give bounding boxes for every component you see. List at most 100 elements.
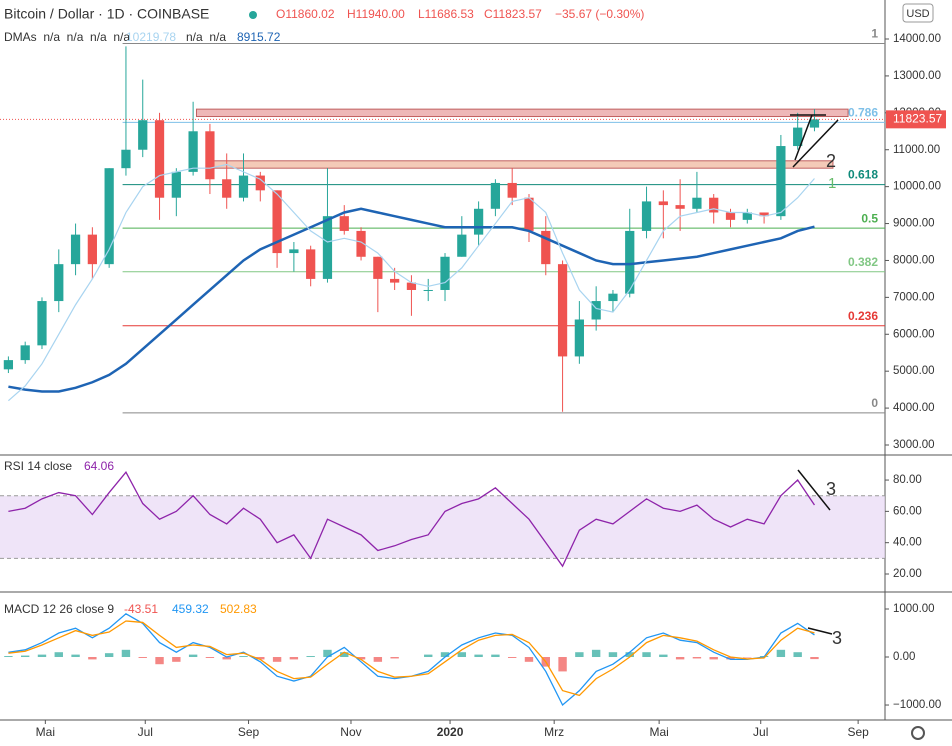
y-tick-label: −1000.00 (893, 699, 941, 711)
currency[interactable]: USD (906, 8, 929, 20)
trend-line (794, 114, 813, 161)
candle-body (675, 205, 685, 209)
macd-hist-value: -43.51 (124, 602, 158, 616)
candle-body (289, 249, 299, 254)
candle-body (692, 197, 702, 209)
candle-body (222, 179, 232, 198)
x-tick-label: Jul (753, 725, 768, 739)
histogram-bar (474, 654, 483, 658)
indicator-label: DMAs n/a n/a n/a n/a (4, 30, 130, 44)
y-tick-label: 7000.00 (893, 291, 935, 303)
annotation: 3 (832, 628, 842, 648)
y-tick-label: 40.00 (893, 537, 922, 549)
histogram-bar (20, 655, 30, 658)
histogram-bar (155, 657, 164, 665)
y-axis: −1000.00 0.00 1000.00 (885, 603, 941, 711)
trend-line (797, 469, 831, 511)
histogram-bar (659, 654, 668, 658)
fib-label: 0.5 (861, 211, 878, 225)
y-tick-label: 80.00 (893, 474, 922, 486)
histogram-bar (558, 657, 567, 672)
candle-body (490, 182, 501, 209)
rsi-pane: 20.00 40.00 60.00 80.00 (0, 471, 922, 580)
histogram-bar (205, 657, 215, 658)
histogram-bar (306, 656, 315, 658)
histogram-bar (256, 657, 265, 660)
candle-body (154, 120, 165, 198)
candle-body (390, 278, 400, 283)
histogram-bar (104, 653, 114, 658)
candle-body (188, 131, 198, 172)
candle-body (272, 190, 282, 254)
histogram-bar (272, 657, 282, 662)
currency-box[interactable] (902, 3, 934, 23)
indicator-value: 8915.72 (237, 30, 281, 44)
candle-body (776, 146, 786, 217)
histogram-bar (37, 654, 47, 658)
histogram-bar (138, 657, 147, 658)
x-tick-label: 2020 (437, 725, 464, 739)
candle-body (306, 249, 316, 279)
histogram-bar (390, 657, 399, 659)
histogram-bar (440, 652, 450, 658)
candle-body (473, 208, 484, 235)
series-line (8, 620, 815, 697)
histogram-bar (424, 654, 433, 658)
settings-icon[interactable] (911, 726, 925, 740)
trend-line (807, 627, 833, 635)
candle-body (373, 256, 383, 279)
candle-body (457, 234, 467, 257)
signal-value: 502.83 (220, 602, 257, 616)
x-tick-label: Sep (238, 725, 260, 739)
histogram-bar (675, 657, 685, 660)
macd-value: 459.32 (172, 602, 209, 616)
fib-label: 0.236 (848, 309, 878, 323)
candle-body (591, 301, 601, 320)
histogram-bar (172, 657, 181, 662)
candle-body (524, 197, 534, 231)
candle-body (205, 131, 215, 180)
histogram-bar (524, 657, 534, 662)
histogram-bar (121, 649, 131, 658)
histogram-bar (88, 657, 97, 660)
candle-body (121, 149, 131, 169)
y-tick-label: 9000.00 (893, 218, 935, 230)
candle-body (255, 175, 265, 191)
annotation: 1 (828, 175, 836, 192)
fib-label: 0.786 (848, 106, 878, 120)
candle-body (709, 197, 719, 213)
candle-body (658, 201, 668, 206)
candle-body (3, 360, 14, 370)
y-tick-label: 14000.00 (893, 33, 941, 45)
candle-body (423, 289, 433, 291)
histogram-bar (776, 649, 786, 658)
x-tick-label: Mai (36, 725, 55, 739)
y-tick-label: 8000.00 (893, 254, 935, 266)
x-tick-label: Mrz (544, 725, 564, 739)
y-axis: 3000.00 4000.00 5000.00 6000.00 7000.00 8000.… (885, 33, 941, 451)
histogram-bar (289, 657, 299, 660)
y-tick-label: 0.00 (893, 651, 915, 663)
histogram-bar (709, 657, 718, 660)
series-line (8, 163, 815, 402)
annotation: 2 (826, 151, 836, 171)
ohlc-high: H11940.00 (347, 7, 405, 21)
candle-body (54, 264, 64, 302)
candle-body (322, 216, 333, 279)
zone (195, 108, 849, 118)
candle-body (87, 234, 97, 265)
histogram-bar (356, 657, 366, 660)
histogram-bar (491, 654, 500, 658)
ohlc-low: L11686.53 (418, 7, 474, 21)
candle-body (759, 212, 769, 217)
last-price-box (886, 110, 946, 129)
candle-body (608, 293, 618, 302)
histogram-bar (340, 652, 349, 658)
candle-body (541, 230, 551, 265)
candle-body (356, 230, 366, 257)
ohlc-open: O11860.02 (276, 7, 335, 21)
candle-body (742, 212, 752, 220)
histogram-bar (625, 652, 634, 658)
candle-body (440, 256, 450, 290)
y-tick-label: 13000.00 (893, 70, 941, 82)
